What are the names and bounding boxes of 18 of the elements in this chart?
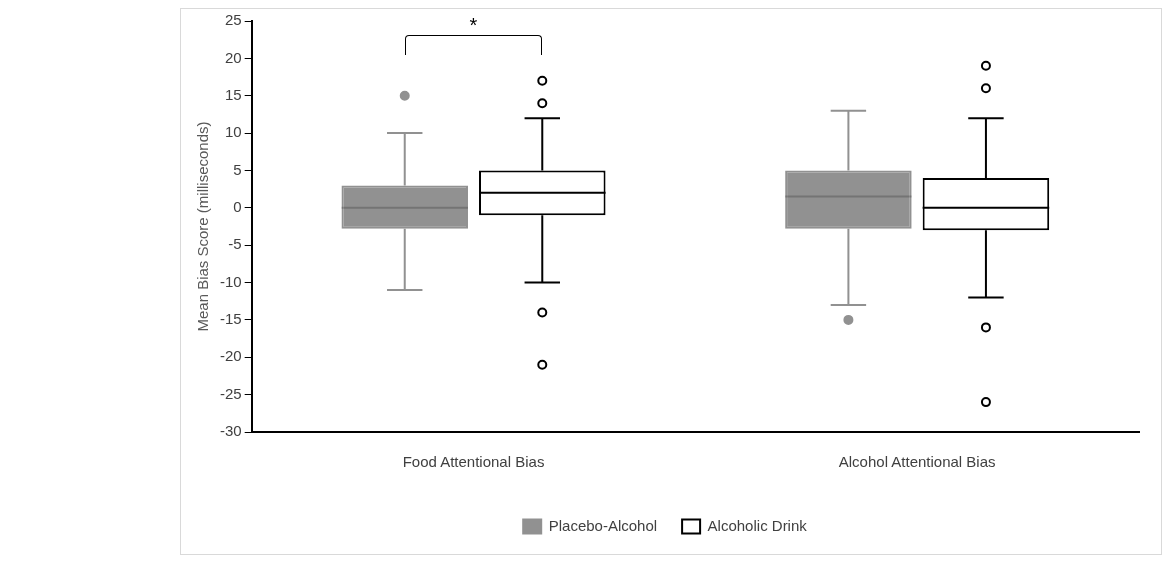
- y-tick-label: -10: [219, 272, 242, 290]
- y-axis-title: Mean Bias Score (milliseconds): [194, 121, 212, 332]
- legend-label: Alcoholic Drink: [707, 516, 808, 534]
- x-tick-label: Food Attentional Bias: [402, 453, 545, 471]
- y-tick-label: 15: [224, 85, 242, 103]
- y-tick-label: 5: [233, 160, 242, 178]
- y-tick-label: 20: [224, 48, 242, 66]
- y-tick-label: 25: [224, 11, 242, 29]
- y-tick-label: -15: [219, 310, 242, 328]
- y-tick-label: 10: [224, 123, 242, 141]
- legend-label: Placebo-Alcohol: [548, 516, 658, 534]
- y-tick-label: 0: [233, 197, 242, 215]
- y-tick-label: -25: [219, 384, 242, 402]
- annotation: *: [468, 14, 479, 36]
- y-tick-label: -30: [219, 422, 242, 440]
- y-tick-label: -5: [228, 235, 242, 253]
- x-tick-label: Alcohol Attentional Bias: [838, 453, 996, 471]
- y-tick-label: -20: [219, 347, 242, 365]
